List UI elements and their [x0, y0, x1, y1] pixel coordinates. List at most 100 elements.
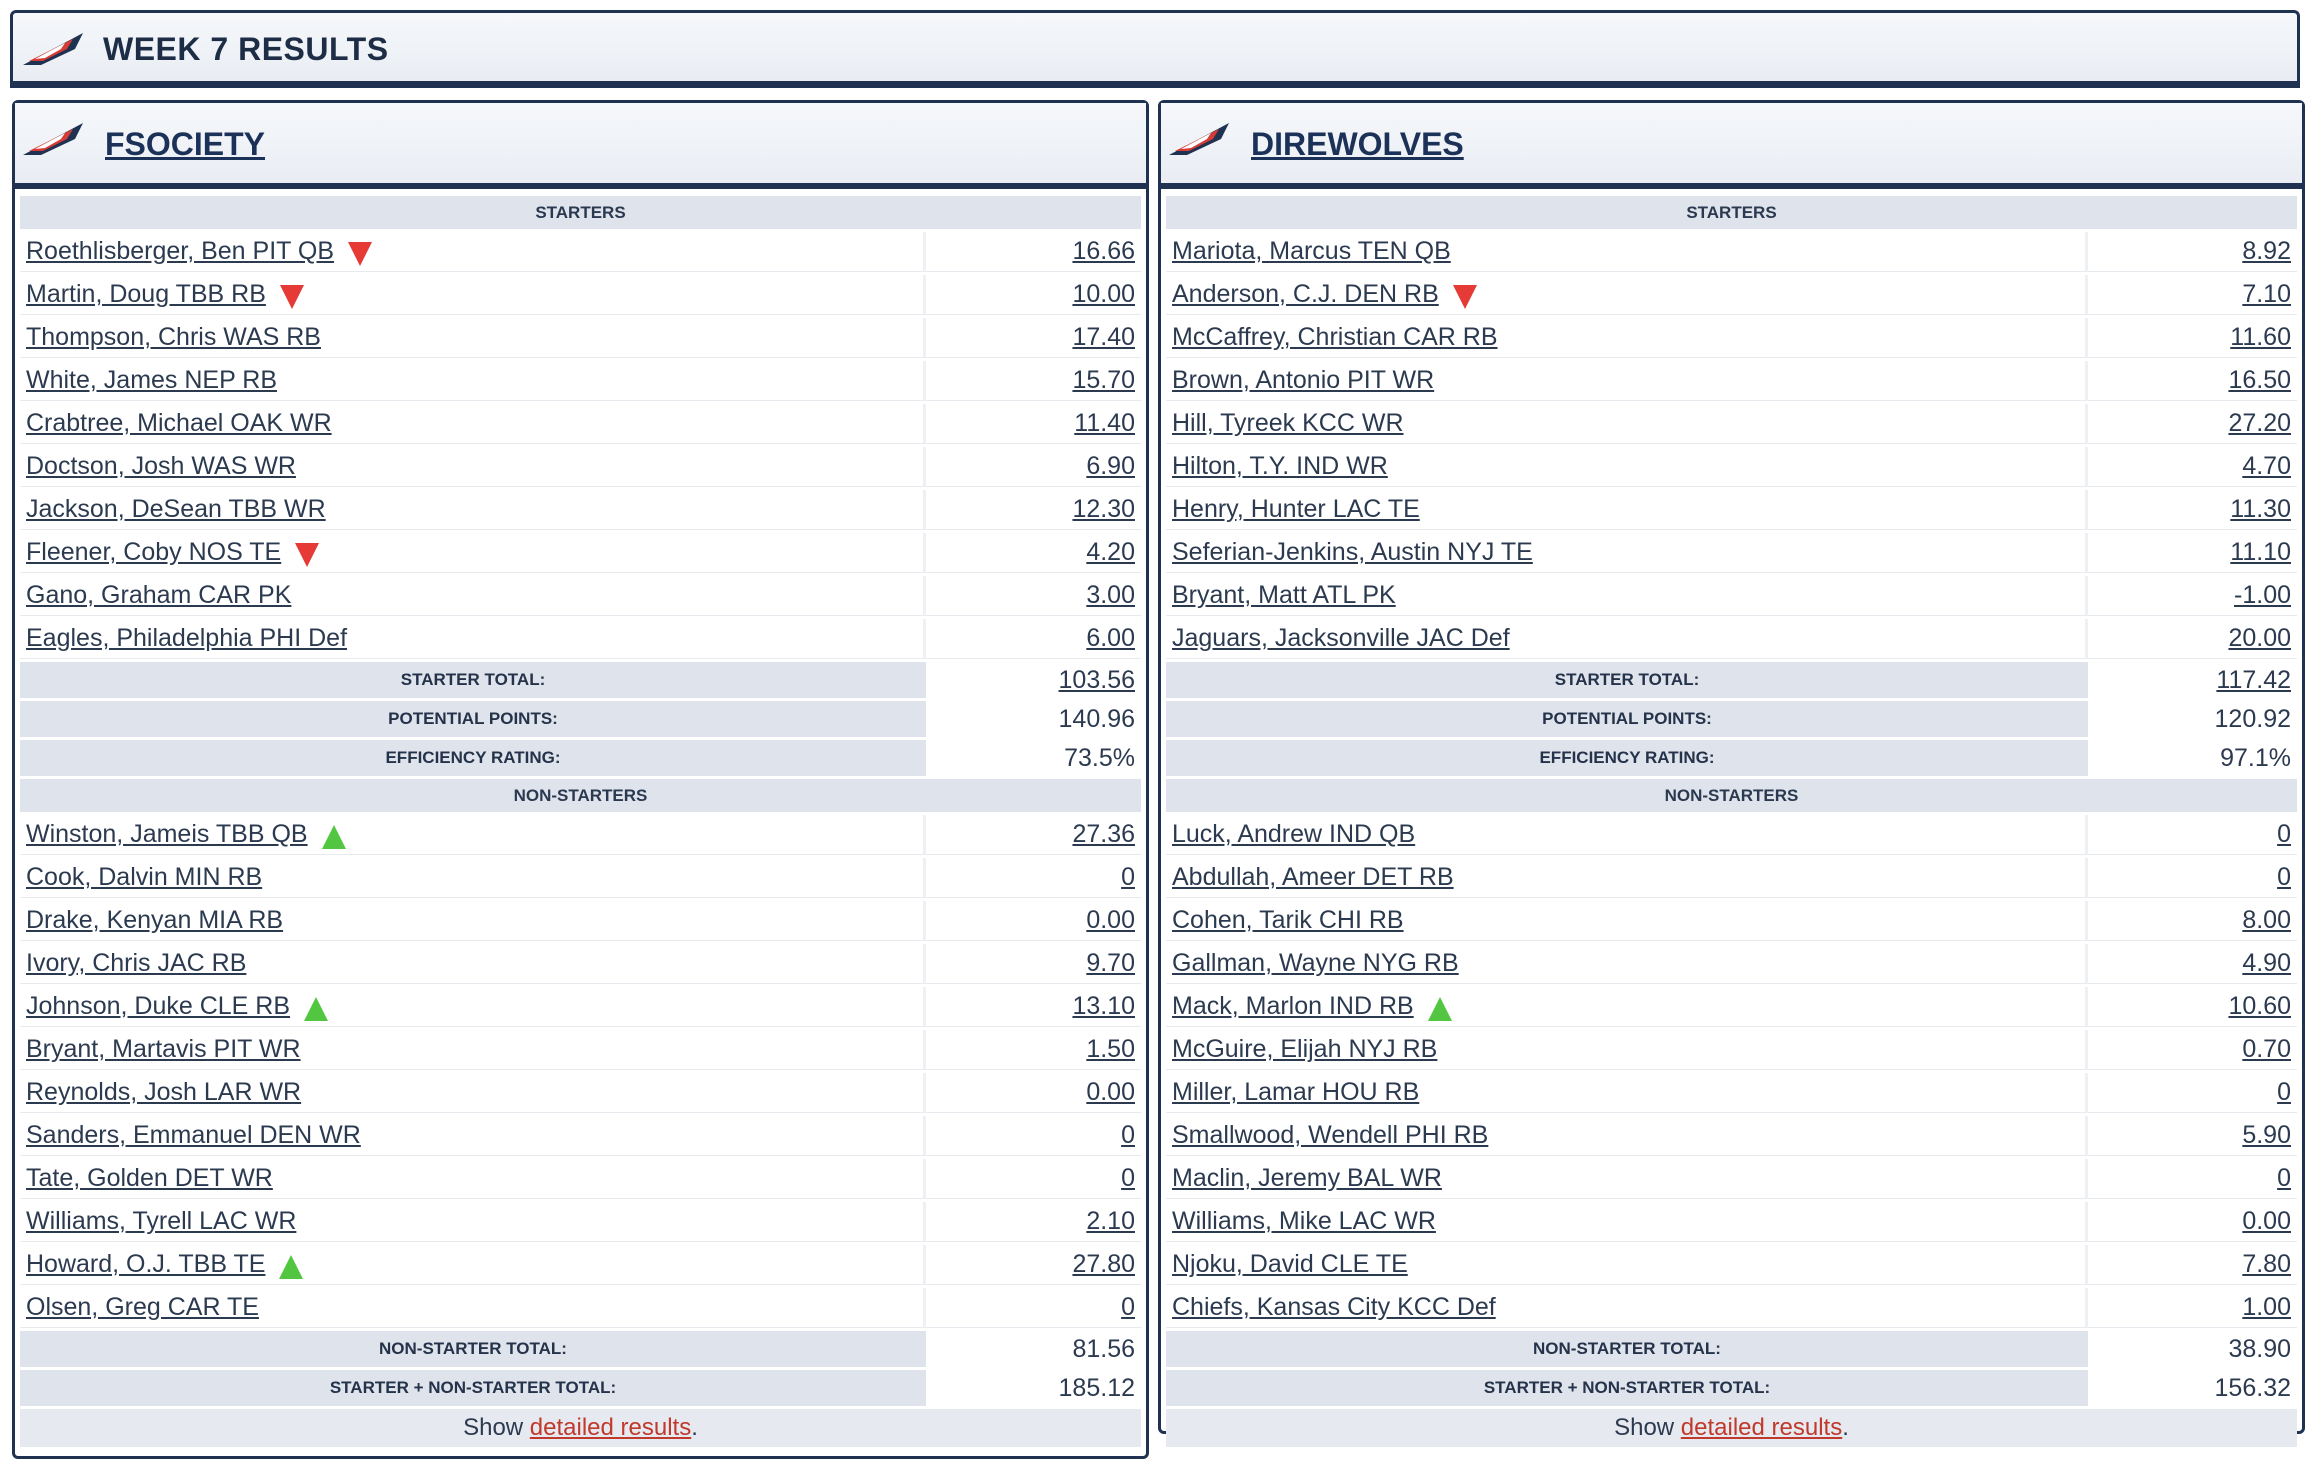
player-link[interactable]: Maclin, Jeremy BAL WR	[1172, 1164, 1442, 1192]
points-link[interactable]: 4.70	[2242, 452, 2291, 480]
player-link[interactable]: Roethlisberger, Ben PIT QB	[26, 236, 335, 265]
player-link[interactable]: Doctson, Josh WAS WR	[26, 452, 296, 480]
player-link[interactable]: Seferian-Jenkins, Austin NYJ TE	[1172, 538, 1533, 566]
points-link[interactable]: 27.80	[1072, 1250, 1135, 1278]
points-link[interactable]: 3.00	[1086, 581, 1135, 609]
points-link[interactable]: 10.60	[2228, 992, 2291, 1020]
points-link[interactable]: 5.90	[2242, 1121, 2291, 1149]
player-cell: Jackson, DeSean TBB WR	[20, 490, 926, 530]
points-cell: 0	[2088, 1159, 2297, 1199]
points-link[interactable]: 4.20	[1086, 538, 1135, 566]
team-name-link[interactable]: DIREWOLVES	[1251, 126, 1464, 162]
player-link[interactable]: Miller, Lamar HOU RB	[1172, 1078, 1420, 1106]
points-link[interactable]: 6.90	[1086, 452, 1135, 480]
player-link[interactable]: Bryant, Martavis PIT WR	[26, 1035, 301, 1063]
points-link[interactable]: 11.40	[1074, 409, 1135, 437]
points-link[interactable]: 0	[1121, 1293, 1135, 1321]
points-link[interactable]: 11.30	[2230, 495, 2291, 523]
player-cell: Williams, Mike LAC WR	[1166, 1202, 2088, 1242]
detailed-results-link[interactable]: detailed results	[1680, 1414, 1843, 1441]
player-link[interactable]: Abdullah, Ameer DET RB	[1172, 863, 1454, 891]
points-link[interactable]: 10.00	[1072, 280, 1135, 308]
points-link[interactable]: 0	[2277, 820, 2291, 848]
points-link[interactable]: 15.70	[1072, 366, 1135, 394]
player-link[interactable]: Tate, Golden DET WR	[26, 1164, 273, 1192]
player-link[interactable]: Mack, Marlon IND RB	[1172, 991, 1414, 1020]
player-link[interactable]: Hill, Tyreek KCC WR	[1172, 409, 1404, 437]
player-link[interactable]: Eagles, Philadelphia PHI Def	[26, 624, 348, 652]
points-link[interactable]: 6.00	[1086, 624, 1135, 652]
player-link[interactable]: McGuire, Elijah NYJ RB	[1172, 1035, 1438, 1063]
player-link[interactable]: Luck, Andrew IND QB	[1172, 820, 1416, 848]
player-link[interactable]: Mariota, Marcus TEN QB	[1172, 237, 1451, 265]
player-link[interactable]: Crabtree, Michael OAK WR	[26, 409, 332, 437]
points-link[interactable]: 0	[1121, 1121, 1135, 1149]
points-link[interactable]: 4.90	[2242, 949, 2291, 977]
player-link[interactable]: Cohen, Tarik CHI RB	[1172, 906, 1404, 934]
points-link[interactable]: 17.40	[1072, 323, 1135, 351]
points-link[interactable]: 8.92	[2242, 237, 2291, 265]
points-cell: 10.00	[926, 275, 1141, 315]
team-name-link[interactable]: FSOCIETY	[105, 126, 266, 162]
player-link[interactable]: Smallwood, Wendell PHI RB	[1172, 1121, 1489, 1149]
player-link[interactable]: Brown, Antonio PIT WR	[1172, 366, 1435, 394]
points-link[interactable]: 0.70	[2242, 1035, 2291, 1063]
points-link[interactable]: 16.66	[1072, 237, 1135, 265]
points-link[interactable]: 0	[2277, 863, 2291, 891]
points-link[interactable]: 11.10	[2230, 538, 2291, 566]
points-link[interactable]: 0	[2277, 1078, 2291, 1106]
points-link[interactable]: 11.60	[2230, 323, 2291, 351]
player-link[interactable]: Thompson, Chris WAS RB	[26, 323, 321, 351]
player-link[interactable]: Hilton, T.Y. IND WR	[1172, 452, 1388, 480]
player-link[interactable]: Olsen, Greg CAR TE	[26, 1293, 259, 1321]
summary-value-link[interactable]: 117.42	[2216, 665, 2291, 694]
points-link[interactable]: 16.50	[2228, 366, 2291, 394]
player-row: Roethlisberger, Ben PIT QB 16.66	[20, 232, 1141, 272]
points-link[interactable]: 7.10	[2242, 280, 2291, 308]
player-link[interactable]: Jackson, DeSean TBB WR	[26, 495, 326, 523]
points-link[interactable]: 8.00	[2242, 906, 2291, 934]
player-link[interactable]: Cook, Dalvin MIN RB	[26, 863, 263, 891]
points-link[interactable]: 0.00	[1086, 1078, 1135, 1106]
player-link[interactable]: Anderson, C.J. DEN RB	[1172, 279, 1439, 308]
player-link[interactable]: Johnson, Duke CLE RB	[26, 991, 291, 1020]
player-link[interactable]: Gallman, Wayne NYG RB	[1172, 949, 1459, 977]
points-link[interactable]: 0	[2277, 1164, 2291, 1192]
player-link[interactable]: Williams, Tyrell LAC WR	[26, 1207, 297, 1235]
player-link[interactable]: Gano, Graham CAR PK	[26, 581, 292, 609]
points-link[interactable]: 1.00	[2242, 1293, 2291, 1321]
points-link[interactable]: 9.70	[1086, 949, 1135, 977]
player-link[interactable]: Ivory, Chris JAC RB	[26, 949, 247, 977]
summary-value-link[interactable]: 103.56	[1058, 665, 1135, 694]
player-link[interactable]: Chiefs, Kansas City KCC Def	[1172, 1293, 1496, 1321]
detailed-results-link[interactable]: detailed results	[529, 1414, 692, 1441]
points-link[interactable]: 12.30	[1072, 495, 1135, 523]
player-link[interactable]: Fleener, Coby NOS TE	[26, 537, 282, 566]
points-link[interactable]: 2.10	[1086, 1207, 1135, 1235]
points-link[interactable]: 7.80	[2242, 1250, 2291, 1278]
points-link[interactable]: 0.00	[1086, 906, 1135, 934]
player-link[interactable]: White, James NEP RB	[26, 366, 278, 394]
player-link[interactable]: Sanders, Emmanuel DEN WR	[26, 1121, 361, 1149]
player-link[interactable]: Reynolds, Josh LAR WR	[26, 1078, 302, 1106]
summary-label: STARTER + NON-STARTER TOTAL:	[20, 1370, 926, 1406]
points-link[interactable]: -1.00	[2234, 581, 2291, 609]
player-link[interactable]: Henry, Hunter LAC TE	[1172, 495, 1420, 523]
points-link[interactable]: 0	[1121, 1164, 1135, 1192]
player-link[interactable]: Njoku, David CLE TE	[1172, 1250, 1408, 1278]
player-link[interactable]: Drake, Kenyan MIA RB	[26, 906, 284, 934]
points-link[interactable]: 13.10	[1072, 992, 1135, 1020]
player-link[interactable]: Bryant, Matt ATL PK	[1172, 581, 1396, 609]
points-link[interactable]: 0	[1121, 863, 1135, 891]
player-link[interactable]: Jaguars, Jacksonville JAC Def	[1172, 624, 1510, 652]
player-link[interactable]: Williams, Mike LAC WR	[1172, 1207, 1436, 1235]
points-link[interactable]: 0.00	[2242, 1207, 2291, 1235]
points-link[interactable]: 20.00	[2228, 624, 2291, 652]
points-link[interactable]: 27.36	[1072, 820, 1135, 848]
player-link[interactable]: Winston, Jameis TBB QB	[26, 819, 308, 848]
player-link[interactable]: Martin, Doug TBB RB	[26, 279, 266, 308]
points-link[interactable]: 1.50	[1086, 1035, 1135, 1063]
points-link[interactable]: 27.20	[2228, 409, 2291, 437]
player-link[interactable]: Howard, O.J. TBB TE	[26, 1249, 266, 1278]
player-link[interactable]: McCaffrey, Christian CAR RB	[1172, 323, 1498, 351]
